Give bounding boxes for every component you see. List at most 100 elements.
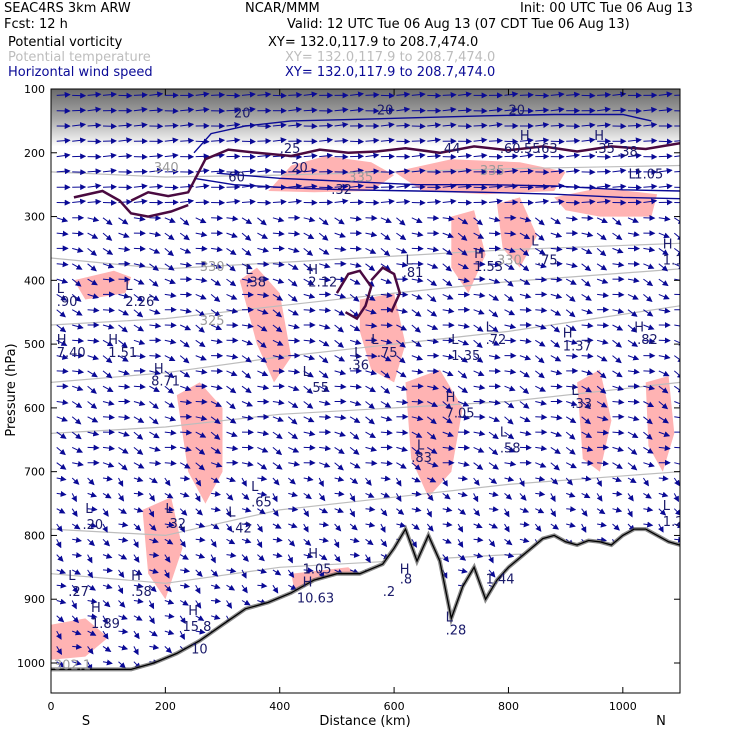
contour-annotation: .55	[520, 142, 541, 157]
wind-vector	[566, 262, 578, 269]
wind-vector	[457, 355, 468, 363]
wind-vector	[597, 91, 612, 98]
wind-vector	[72, 198, 87, 205]
wind-vector	[71, 401, 83, 409]
wind-vector	[226, 552, 237, 559]
wind-vector	[365, 231, 378, 238]
wind-vector	[488, 506, 499, 513]
legend-pv-xy: XY= 132.0,117.9 to 208.7,474.0	[268, 35, 479, 50]
wind-vector	[535, 137, 550, 144]
terrain-outline	[51, 527, 680, 671]
wind-vector	[257, 232, 268, 239]
wind-vector	[87, 598, 98, 605]
wind-vector	[180, 567, 191, 574]
wind-vector	[210, 583, 221, 590]
wind-vector	[241, 569, 247, 579]
wind-vector	[272, 278, 285, 284]
wind-vector	[380, 401, 392, 408]
wind-vector	[442, 385, 453, 394]
wind-vector	[149, 401, 159, 410]
contour-annotation: L	[446, 611, 454, 626]
wind-vector	[442, 445, 455, 452]
wind-vector	[643, 338, 656, 345]
contour-annotation: 20	[509, 104, 526, 119]
wind-vector	[303, 492, 312, 500]
wind-vector	[597, 106, 611, 113]
wind-vector	[504, 446, 516, 453]
wind-vector	[411, 354, 424, 361]
wind-vector	[581, 247, 593, 254]
wind-vector	[102, 414, 115, 421]
wind-vector	[256, 523, 263, 533]
contour-annotation: .58	[131, 585, 152, 600]
wind-vector	[396, 355, 406, 364]
wind-vector	[210, 263, 223, 269]
wind-vector	[148, 600, 155, 610]
wind-vector	[149, 523, 157, 532]
wind-vector	[179, 508, 188, 516]
y-tick-label: 700	[24, 466, 45, 479]
wind-vector	[596, 278, 609, 284]
wind-vector	[118, 246, 131, 253]
wind-vector	[288, 263, 299, 270]
wind-vector	[627, 447, 638, 455]
wind-vector	[288, 368, 301, 375]
wind-vector	[56, 598, 67, 605]
contour-annotation: .32	[165, 517, 186, 532]
wind-vector	[365, 247, 377, 254]
wind-vector	[71, 523, 81, 530]
wind-vector	[211, 506, 221, 513]
wind-vector	[87, 91, 102, 98]
wind-vector	[396, 232, 407, 241]
wind-vector	[596, 415, 609, 422]
wind-vector	[442, 232, 454, 239]
wind-vector	[519, 385, 530, 394]
wind-vector	[179, 355, 190, 364]
wind-vector	[319, 323, 331, 330]
wind-vector	[612, 308, 625, 314]
contour-annotation: H	[308, 263, 318, 278]
wind-vector	[643, 183, 658, 190]
wind-vector	[565, 462, 577, 469]
wind-vector	[149, 107, 164, 114]
wind-vector	[87, 613, 98, 620]
wind-vector	[133, 630, 140, 640]
wind-vector	[334, 523, 342, 532]
wind-vector	[303, 91, 318, 98]
wind-vector	[535, 399, 547, 406]
wind-vector	[133, 646, 139, 656]
y-tick-label: 100	[24, 83, 45, 96]
wind-vector	[504, 337, 517, 344]
wind-vector	[550, 446, 561, 455]
wind-vector	[72, 337, 85, 344]
wind-vector	[102, 445, 115, 452]
wind-vector	[643, 446, 654, 454]
wind-vector	[133, 400, 146, 407]
wind-vector	[303, 508, 310, 518]
wind-vector	[643, 384, 656, 391]
wind-vector	[318, 232, 329, 241]
wind-vector	[643, 521, 654, 528]
contour-annotation: L	[500, 426, 508, 441]
wind-vector	[473, 355, 484, 363]
wind-vector	[581, 385, 592, 393]
wind-vector	[488, 293, 500, 301]
wind-vector	[627, 217, 639, 223]
wind-vector	[272, 508, 279, 517]
wind-vector	[643, 324, 655, 330]
wind-vector	[365, 168, 380, 175]
wind-vector	[118, 153, 133, 160]
wind-vector	[133, 353, 146, 360]
wind-vector	[442, 247, 453, 256]
wind-vector	[164, 415, 177, 422]
wind-vector	[164, 584, 172, 593]
wind-vector	[519, 477, 525, 487]
wind-vector	[87, 416, 99, 423]
wind-vector	[56, 462, 67, 470]
wind-vector	[534, 232, 545, 241]
wind-vector	[56, 582, 67, 589]
wind-vector	[195, 217, 207, 224]
wind-vector	[179, 615, 186, 625]
wind-vector	[612, 506, 623, 513]
wind-vector	[257, 261, 270, 268]
